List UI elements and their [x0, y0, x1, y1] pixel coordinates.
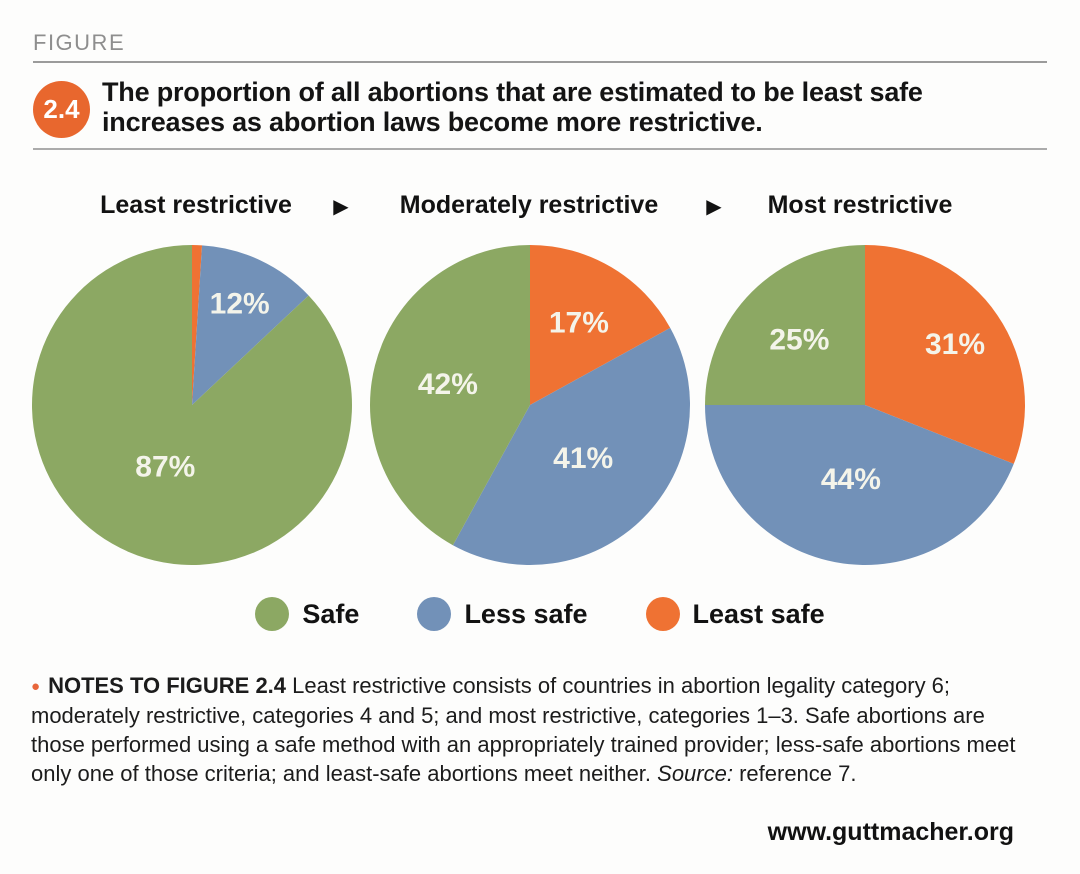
pie-slice-least-safe: [192, 245, 203, 405]
figure-title-line2: increases as abortion laws become more r…: [102, 107, 763, 137]
pie-slice-less-safe: [452, 327, 691, 566]
figure-number-badge: 2.4: [33, 81, 90, 138]
least-safe-swatch-icon: [645, 597, 680, 631]
pie-slice-least-safe: [530, 245, 671, 405]
legend-item-least-safe: Least safe: [645, 597, 825, 631]
pie-slice-less-safe: [192, 245, 309, 405]
pie-slice-safe: [31, 245, 352, 565]
chart-heading-moderately-restrictive: Moderately restrictive: [399, 191, 659, 219]
pie-value-label: 12%: [210, 288, 270, 321]
pie-slice-safe: [369, 245, 530, 546]
figure-title: The proportion of all abortions that are…: [102, 77, 1052, 137]
arrow-right-icon: ▶: [706, 196, 722, 218]
pie-slice-safe: [705, 245, 865, 405]
pie-chart-most-restrictive: 31% 44% 25%: [705, 245, 1025, 565]
pie-value-label: 31%: [925, 328, 985, 361]
pie-value-label: 42%: [418, 368, 478, 401]
legend-label-least-safe: Least safe: [692, 598, 825, 629]
pie-value-label: 41%: [553, 442, 613, 475]
legend-item-less-safe: Less safe: [417, 597, 588, 631]
figure-notes: ● NOTES TO FIGURE 2.4 Least restrictive c…: [31, 671, 1041, 788]
pie-slice-least-safe: [865, 245, 1025, 464]
legend-label-less-safe: Less safe: [464, 598, 588, 629]
pie-value-label: 87%: [135, 451, 195, 484]
pie-chart-moderately-restrictive: 17% 41% 42%: [369, 245, 691, 566]
note-bullet-icon: ●: [31, 678, 41, 695]
figure-number: 2.4: [43, 94, 80, 124]
legend: Safe Less safe Least safe: [0, 597, 1080, 631]
arrow-right-icon: ▶: [333, 196, 349, 218]
pie-slice-less-safe: [705, 405, 1014, 565]
less-safe-swatch-icon: [417, 597, 452, 631]
source-text: reference 7.: [732, 761, 857, 786]
chart-heading-least-restrictive: Least restrictive: [100, 191, 292, 219]
pie-chart-least-restrictive: 12% 87%: [31, 245, 352, 565]
legend-label-safe: Safe: [302, 598, 360, 629]
safe-swatch-icon: [255, 597, 290, 631]
source-label: Source:: [657, 761, 733, 786]
pie-value-label: 25%: [769, 323, 829, 356]
notes-heading: NOTES TO FIGURE 2.4: [48, 673, 287, 698]
title-divider: [33, 148, 1047, 150]
pie-value-label: 44%: [821, 463, 881, 496]
chart-heading-most-restrictive: Most restrictive: [767, 191, 953, 219]
top-divider: [33, 61, 1047, 63]
figure-kicker: FIGURE: [33, 30, 126, 55]
website-url: www.guttmacher.org: [767, 818, 1014, 846]
notes-body: Least restrictive consists of countries …: [31, 673, 1016, 786]
pie-value-label: 17%: [549, 306, 609, 339]
legend-item-safe: Safe: [255, 597, 359, 631]
figure-title-line1: The proportion of all abortions that are…: [102, 77, 923, 107]
